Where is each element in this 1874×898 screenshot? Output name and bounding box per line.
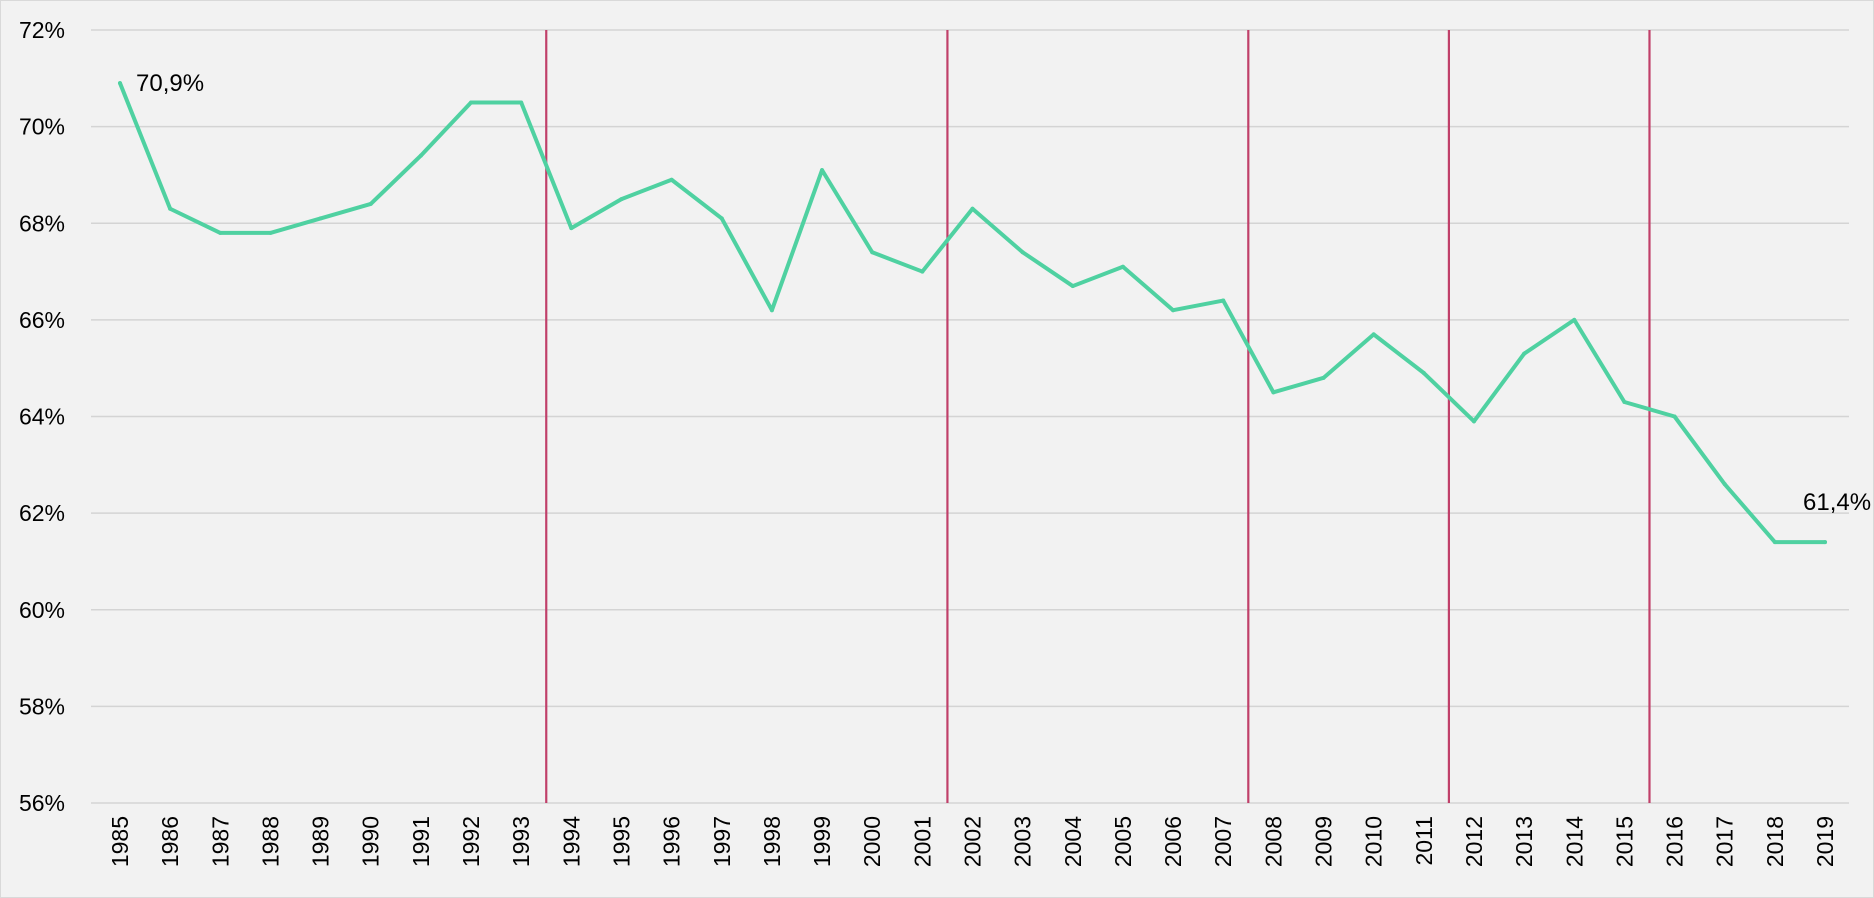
x-tick-label: 2015 bbox=[1611, 816, 1637, 867]
data-point bbox=[669, 177, 674, 182]
x-tick-label: 1987 bbox=[207, 816, 233, 867]
data-point bbox=[1722, 482, 1727, 487]
data-point bbox=[619, 197, 624, 202]
x-tick-label: 1994 bbox=[558, 816, 584, 867]
data-point bbox=[1070, 284, 1075, 289]
x-tick-label: 1995 bbox=[608, 816, 634, 867]
x-tick-label: 1986 bbox=[157, 816, 183, 867]
x-tick-label: 1992 bbox=[458, 816, 484, 867]
data-point bbox=[1823, 540, 1827, 545]
y-tick-label: 58% bbox=[19, 693, 65, 719]
data-point bbox=[870, 250, 875, 255]
x-tick-label: 2013 bbox=[1511, 816, 1537, 867]
x-tick-label: 1993 bbox=[508, 816, 534, 867]
y-tick-label: 60% bbox=[19, 597, 65, 623]
data-point bbox=[1171, 308, 1176, 313]
x-tick-label: 1988 bbox=[257, 816, 283, 867]
data-point bbox=[970, 206, 975, 211]
data-point bbox=[719, 216, 724, 221]
x-tick-label: 2019 bbox=[1812, 816, 1838, 867]
x-tick-label: 1990 bbox=[358, 816, 384, 867]
x-tick-label: 2017 bbox=[1712, 816, 1738, 867]
x-tick-label: 1989 bbox=[308, 816, 334, 867]
data-point bbox=[1271, 390, 1276, 395]
x-tick-label: 1997 bbox=[709, 816, 735, 867]
data-point bbox=[1572, 317, 1577, 322]
data-point bbox=[218, 230, 223, 235]
data-point bbox=[318, 216, 323, 221]
series-line bbox=[118, 81, 1827, 545]
x-tick-label: 2018 bbox=[1762, 816, 1788, 867]
data-point bbox=[569, 226, 574, 231]
y-tick-label: 64% bbox=[19, 404, 65, 430]
y-tick-label: 62% bbox=[19, 500, 65, 526]
data-point bbox=[1120, 264, 1125, 269]
x-tick-label: 1998 bbox=[759, 816, 785, 867]
x-tick-label: 2003 bbox=[1010, 816, 1036, 867]
data-point bbox=[920, 269, 925, 274]
data-point bbox=[268, 230, 273, 235]
y-tick-label: 72% bbox=[19, 17, 65, 43]
x-tick-label: 2009 bbox=[1311, 816, 1337, 867]
data-point bbox=[1672, 414, 1677, 419]
data-point bbox=[418, 153, 423, 158]
data-point bbox=[519, 100, 524, 105]
data-point bbox=[1772, 540, 1777, 545]
x-tick-label: 1985 bbox=[107, 816, 133, 867]
x-tick-label: 2016 bbox=[1662, 816, 1688, 867]
data-point bbox=[1622, 400, 1627, 405]
x-tick-label: 2005 bbox=[1110, 816, 1136, 867]
data-point bbox=[1471, 419, 1476, 424]
data-point bbox=[1020, 250, 1025, 255]
data-point bbox=[769, 308, 774, 313]
data-label: 61,4% bbox=[1803, 489, 1871, 516]
x-tick-label: 2001 bbox=[909, 816, 935, 867]
y-tick-label: 70% bbox=[19, 114, 65, 140]
data-point bbox=[1371, 332, 1376, 337]
x-tick-label: 2014 bbox=[1561, 816, 1587, 867]
y-tick-label: 66% bbox=[19, 307, 65, 333]
data-point bbox=[1421, 371, 1426, 376]
x-tick-label: 2004 bbox=[1060, 816, 1086, 867]
x-tick-label: 2002 bbox=[960, 816, 986, 867]
data-point bbox=[469, 100, 474, 105]
y-tick-label: 68% bbox=[19, 210, 65, 236]
y-tick-label: 56% bbox=[19, 790, 65, 816]
data-point bbox=[118, 81, 122, 86]
x-tick-label: 1996 bbox=[659, 816, 685, 867]
data-label: 70,9% bbox=[136, 70, 204, 97]
data-point bbox=[1522, 351, 1527, 356]
data-point bbox=[1321, 375, 1326, 380]
x-tick-label: 2007 bbox=[1210, 816, 1236, 867]
x-tick-label: 2008 bbox=[1260, 816, 1286, 867]
data-point bbox=[368, 201, 373, 206]
x-tick-label: 2011 bbox=[1411, 816, 1437, 865]
x-tick-label: 1999 bbox=[809, 816, 835, 867]
x-tick-label: 2000 bbox=[859, 816, 885, 867]
x-tick-label: 2006 bbox=[1160, 816, 1186, 867]
x-tick-label: 1991 bbox=[408, 816, 434, 867]
data-point bbox=[1221, 298, 1226, 303]
data-point bbox=[168, 206, 173, 211]
data-point bbox=[820, 168, 825, 173]
x-tick-label: 2012 bbox=[1461, 816, 1487, 867]
x-tick-label: 2010 bbox=[1361, 816, 1387, 867]
